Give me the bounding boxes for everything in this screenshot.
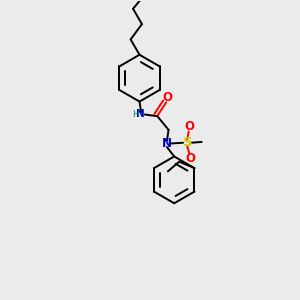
Text: O: O [184, 120, 194, 133]
Text: N: N [136, 110, 145, 119]
Text: N: N [162, 137, 172, 150]
Text: S: S [183, 136, 192, 149]
Text: O: O [185, 152, 195, 165]
Text: O: O [162, 92, 172, 104]
Text: H: H [132, 110, 139, 119]
